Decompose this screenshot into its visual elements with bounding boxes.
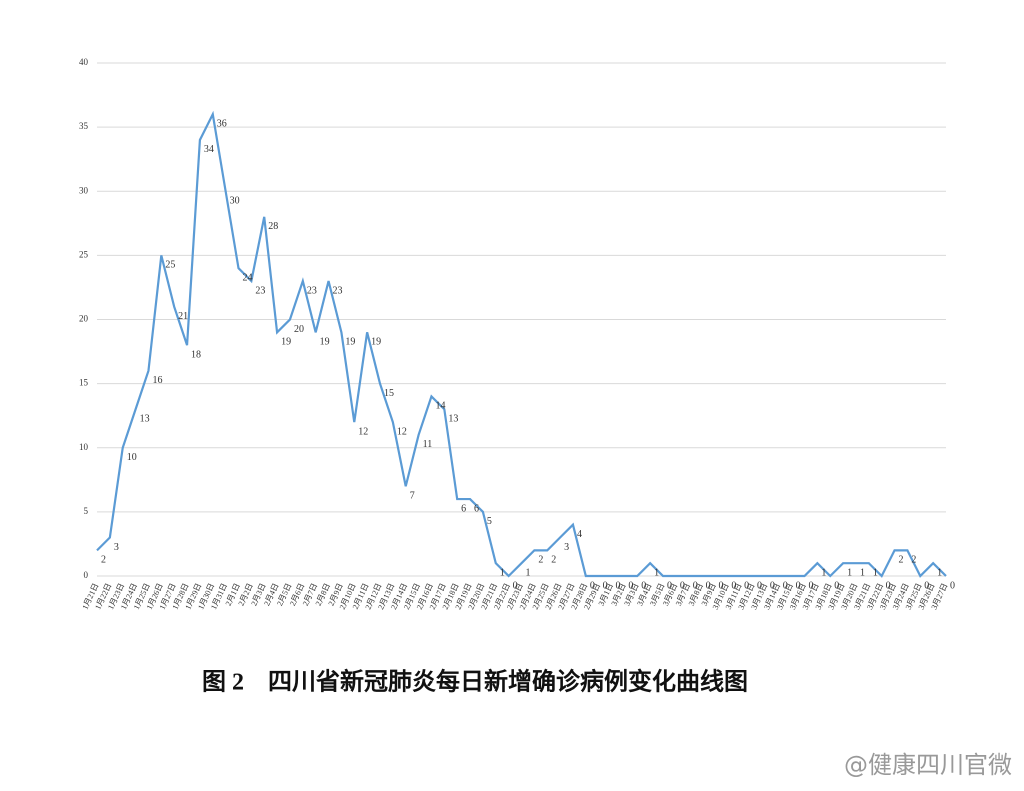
data-label: 1 [873,567,878,578]
data-label: 14 [435,401,445,412]
data-label: 1 [847,567,852,578]
data-label: 11 [423,439,433,450]
data-label: 23 [333,285,343,296]
data-label: 1 [526,567,531,578]
data-label: 24 [243,272,253,283]
data-label: 19 [345,337,355,348]
data-label: 0 [783,580,788,591]
data-label: 2 [899,555,904,566]
data-label: 25 [165,260,175,271]
data-label: 6 [474,503,479,514]
data-label: 13 [448,414,458,425]
data-label: 4 [577,529,582,540]
data-label: 12 [397,426,407,437]
data-label: 0 [706,580,711,591]
data-label: 2 [538,555,543,566]
y-tick-label: 20 [79,314,89,324]
data-label: 18 [191,349,201,360]
data-label: 0 [770,580,775,591]
data-label: 3 [564,542,569,553]
data-label: 0 [628,580,633,591]
data-label: 0 [796,580,801,591]
data-label: 23 [307,285,317,296]
watermark: @健康四川官微 [844,751,1012,779]
data-label: 23 [255,285,265,296]
data-label: 3 [114,542,119,553]
data-label: 0 [641,580,646,591]
data-label: 1 [937,567,942,578]
data-label: 19 [320,337,330,348]
data-label: 5 [487,516,492,527]
data-label: 0 [680,580,685,591]
data-label: 36 [217,119,227,130]
data-label: 1 [821,567,826,578]
data-label: 10 [127,452,137,463]
data-label: 0 [744,580,749,591]
y-tick-label: 40 [79,57,89,67]
line [96,110,947,578]
data-label: 1 [500,567,505,578]
data-label: 30 [230,196,240,207]
data-label: 2 [551,555,556,566]
data-label: 34 [204,144,214,155]
data-label: 1 [654,567,659,578]
data-label: 0 [809,580,814,591]
data-label: 20 [294,324,304,335]
data-label: 2 [101,555,106,566]
data-label: 19 [371,337,381,348]
data-label: 0 [603,580,608,591]
data-label: 21 [178,311,188,322]
data-label: 0 [757,580,762,591]
y-tick-label: 10 [79,442,89,452]
data-label: 15 [384,388,394,399]
data-label: 0 [667,580,672,591]
data-label: 0 [924,580,929,591]
data-label: 12 [358,426,368,437]
y-tick-label: 0 [84,570,89,580]
data-label: 0 [693,580,698,591]
y-tick-label: 5 [84,506,89,516]
data-label: 0 [834,580,839,591]
chart-title: 图 2 四川省新冠肺炎每日新增确诊病例变化曲线图 [202,668,748,696]
data-label: 16 [152,375,162,386]
y-tick-label: 35 [79,121,89,131]
data-label: 0 [731,580,736,591]
data-label: 19 [281,337,291,348]
data-label: 1 [860,567,865,578]
data-label: 6 [461,503,466,514]
y-tick-label: 30 [79,185,89,195]
data-label: 0 [616,580,621,591]
data-label: 0 [513,580,518,591]
y-tick-label: 25 [79,249,89,259]
data-label: 7 [410,491,415,502]
data-label: 0 [590,580,595,591]
data-label: 0 [886,580,891,591]
y-tick-label: 15 [79,378,89,388]
data-label: 13 [140,414,150,425]
data-label: 2 [911,555,916,566]
data-label: 28 [268,221,278,232]
data-label: 0 [950,580,955,591]
data-label: 0 [718,580,723,591]
